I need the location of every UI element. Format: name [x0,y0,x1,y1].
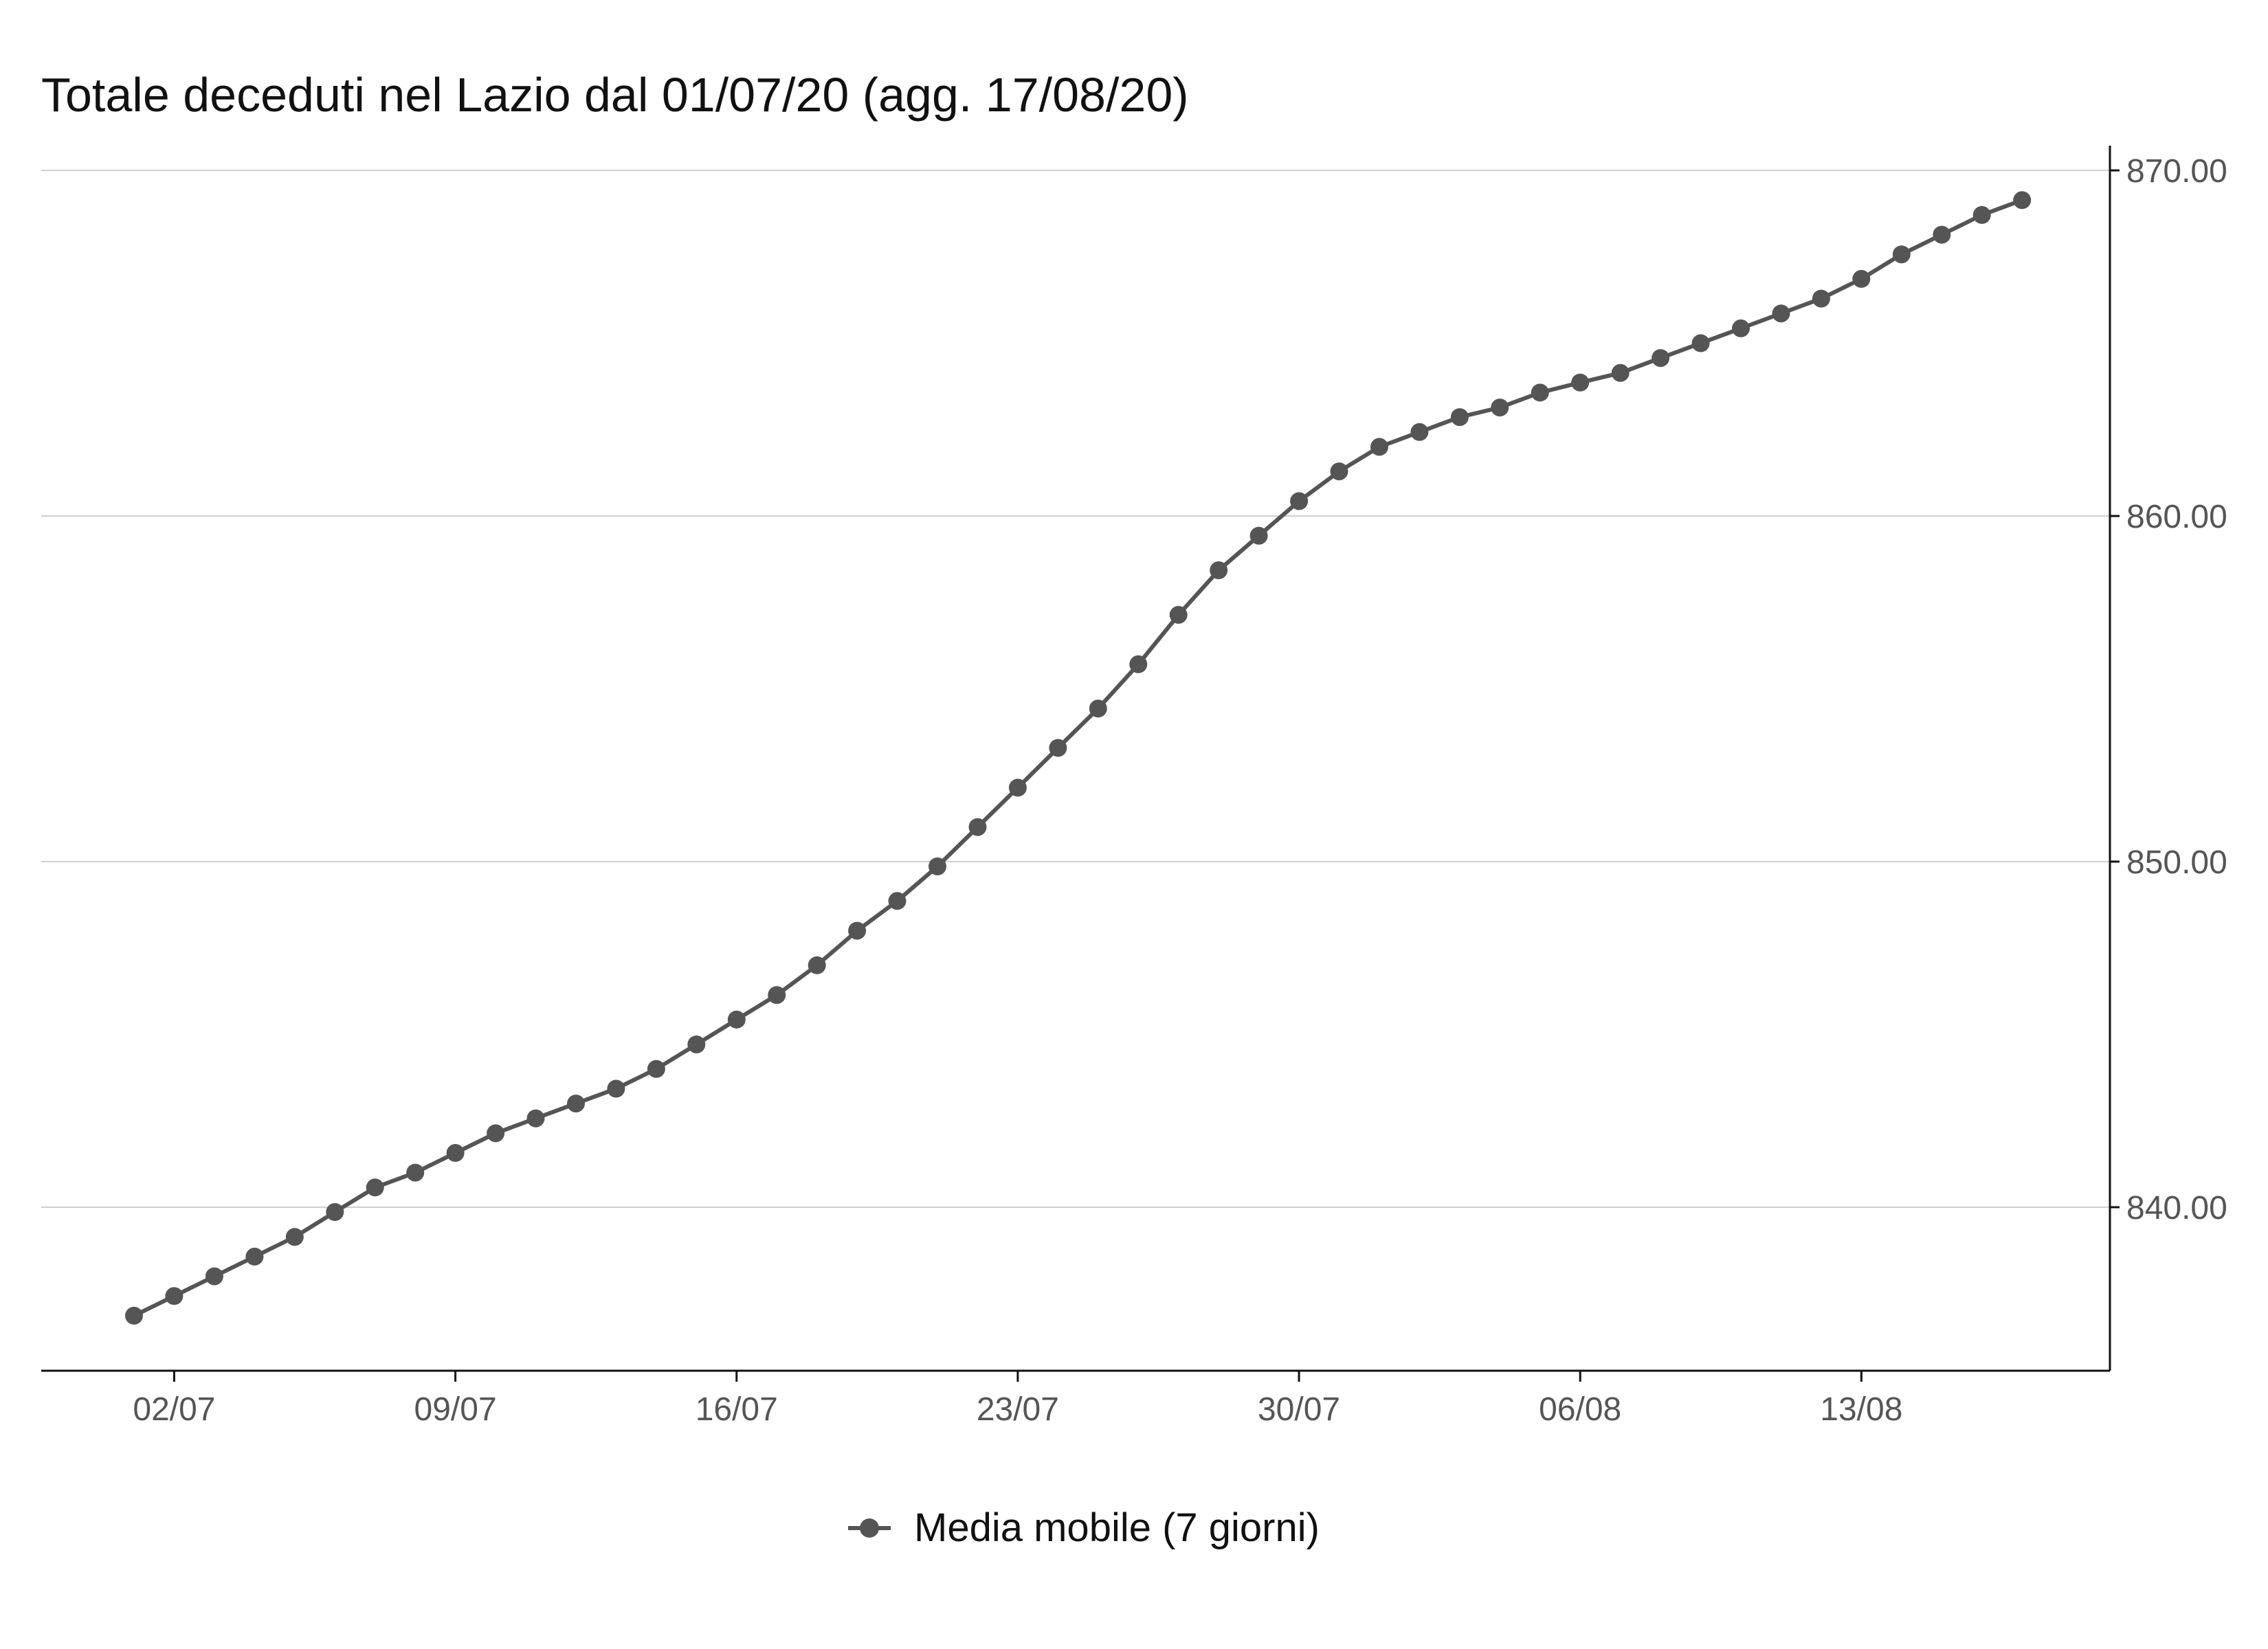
data-point [165,1287,184,1305]
data-point [1691,334,1710,352]
data-point [2013,191,2032,210]
data-point [446,1144,465,1162]
legend: Media mobile (7 giorni) [0,1505,2165,1551]
x-tick-label: 30/07 [1258,1391,1340,1428]
data-point [245,1247,264,1266]
y-tick-label: 850.00 [2126,844,2227,881]
y-tick-label: 840.00 [2126,1190,2227,1226]
data-point [647,1059,665,1078]
data-point [1450,408,1469,427]
data-point [1129,655,1148,673]
axes: 840.00 850.00 860.00 870.00 02/07 09/07 16/07 2… [41,146,2227,1428]
data-point [687,1035,706,1054]
data-point [929,857,946,875]
y-tick-label: 860.00 [2126,499,2227,535]
data-point [125,1306,143,1325]
data-point [1732,319,1750,337]
x-tick-label: 16/07 [696,1391,778,1428]
data-point [1410,423,1429,441]
data-point [1169,605,1188,624]
series-media-mobile [125,191,2032,1325]
data-point [607,1079,625,1098]
data-point [487,1124,505,1143]
data-point [1611,363,1630,382]
x-tick-label: 06/08 [1539,1391,1621,1428]
y-tick-label: 870.00 [2126,153,2227,190]
x-tick-label: 23/07 [977,1391,1059,1428]
data-point [1852,269,1871,288]
data-point [1972,205,1991,224]
data-point [1049,739,1067,757]
data-point [1210,561,1228,579]
data-point [1571,373,1590,392]
data-point [1812,289,1830,308]
data-point [848,921,867,940]
gridlines [41,170,2110,1208]
data-point [1089,699,1107,718]
data-point [1531,383,1549,402]
x-tick-label: 02/07 [133,1391,215,1428]
data-point [808,956,826,974]
x-tick-label: 13/08 [1820,1391,1902,1428]
data-point [968,818,987,836]
data-point [888,892,907,910]
data-point [1249,526,1268,545]
data-point [1933,225,1951,244]
data-point [1772,304,1790,323]
data-point [1290,492,1309,511]
data-point [567,1095,585,1113]
x-tick-label: 09/07 [414,1391,497,1428]
data-point [1892,245,1911,264]
data-point [1330,462,1348,481]
data-point [285,1228,304,1246]
legend-marker-icon [848,1518,891,1538]
chart-title: Totale deceduti nel Lazio dal 01/07/20 (… [41,68,1189,122]
legend-label: Media mobile (7 giorni) [914,1505,1320,1550]
data-point [526,1109,545,1128]
data-point [366,1178,384,1197]
data-point [1491,399,1509,417]
data-point [727,1010,746,1029]
data-point [1370,438,1388,456]
data-point [1652,349,1670,368]
series-line [133,198,2023,1318]
data-point [768,986,786,1005]
data-point [326,1203,344,1221]
data-point [205,1267,223,1286]
data-point [1008,778,1027,797]
data-point [406,1163,425,1182]
